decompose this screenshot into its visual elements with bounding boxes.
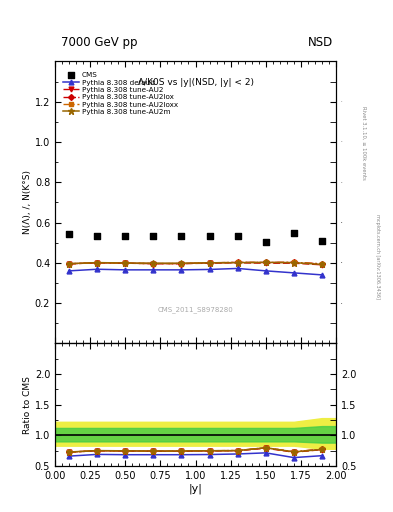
Pythia 8.308 tune-AU2 — [179, 261, 184, 267]
Line: Pythia 8.308 tune-AU2: Pythia 8.308 tune-AU2 — [67, 261, 324, 267]
Pythia 8.308 tune-AU2m — [95, 260, 99, 266]
Pythia 8.308 tune-AU2 — [95, 260, 99, 266]
Pythia 8.308 tune-AU2loxx — [179, 261, 184, 267]
Pythia 8.308 tune-AU2 — [151, 261, 156, 267]
X-axis label: |y|: |y| — [189, 483, 202, 494]
Line: Pythia 8.308 tune-AU2m: Pythia 8.308 tune-AU2m — [66, 259, 325, 268]
Pythia 8.308 tune-AU2loxx — [292, 260, 296, 266]
Pythia 8.308 tune-AU2loxx — [151, 261, 156, 267]
Pythia 8.308 tune-AU2loxx — [207, 260, 212, 266]
Line: Pythia 8.308 default: Pythia 8.308 default — [67, 266, 324, 278]
CMS — [178, 231, 185, 240]
Pythia 8.308 tune-AU2loxx — [95, 260, 99, 266]
CMS — [150, 231, 156, 240]
CMS — [235, 231, 241, 240]
Pythia 8.308 default — [263, 268, 268, 274]
Text: Rivet 3.1.10, ≥ 100k events: Rivet 3.1.10, ≥ 100k events — [361, 106, 366, 180]
Legend: CMS, Pythia 8.308 default, Pythia 8.308 tune-AU2, Pythia 8.308 tune-AU2lox, Pyth: CMS, Pythia 8.308 default, Pythia 8.308 … — [61, 71, 179, 116]
Y-axis label: N(Λ), /, N(K°S): N(Λ), /, N(K°S) — [23, 170, 32, 234]
Pythia 8.308 tune-AU2m — [263, 260, 268, 266]
Pythia 8.308 tune-AU2m — [67, 261, 72, 267]
Pythia 8.308 tune-AU2loxx — [235, 260, 240, 266]
Pythia 8.308 tune-AU2 — [292, 260, 296, 266]
CMS — [319, 237, 325, 245]
Pythia 8.308 tune-AU2m — [207, 260, 212, 266]
Pythia 8.308 default — [151, 267, 156, 273]
Pythia 8.308 tune-AU2loxx — [67, 261, 72, 267]
Pythia 8.308 default — [95, 266, 99, 272]
Text: Λ/K0S vs |y|(NSD, |y| < 2): Λ/K0S vs |y|(NSD, |y| < 2) — [138, 78, 253, 88]
Y-axis label: Ratio to CMS: Ratio to CMS — [23, 376, 32, 434]
Pythia 8.308 tune-AU2 — [207, 260, 212, 266]
Pythia 8.308 default — [235, 265, 240, 271]
Pythia 8.308 tune-AU2m — [151, 260, 156, 266]
Pythia 8.308 tune-AU2 — [67, 261, 72, 267]
Text: mcplots.cern.ch [arXiv:1306.3436]: mcplots.cern.ch [arXiv:1306.3436] — [375, 214, 380, 298]
CMS — [122, 231, 129, 240]
Pythia 8.308 tune-AU2lox — [151, 261, 156, 267]
CMS — [263, 238, 269, 246]
Pythia 8.308 tune-AU2m — [235, 260, 240, 266]
Line: Pythia 8.308 tune-AU2lox: Pythia 8.308 tune-AU2lox — [67, 260, 324, 266]
CMS — [291, 228, 297, 237]
Pythia 8.308 tune-AU2lox — [123, 260, 128, 266]
Pythia 8.308 tune-AU2 — [263, 260, 268, 266]
Pythia 8.308 default — [179, 267, 184, 273]
Pythia 8.308 tune-AU2lox — [95, 260, 99, 266]
Pythia 8.308 tune-AU2lox — [263, 260, 268, 266]
Pythia 8.308 tune-AU2lox — [320, 261, 324, 267]
Pythia 8.308 default — [292, 270, 296, 276]
Text: CMS_2011_S8978280: CMS_2011_S8978280 — [158, 306, 233, 313]
Pythia 8.308 tune-AU2lox — [292, 260, 296, 266]
Pythia 8.308 tune-AU2m — [123, 260, 128, 266]
Line: Pythia 8.308 tune-AU2loxx: Pythia 8.308 tune-AU2loxx — [67, 260, 324, 266]
CMS — [94, 231, 100, 240]
Text: NSD: NSD — [308, 36, 333, 49]
Pythia 8.308 tune-AU2loxx — [123, 260, 128, 266]
Pythia 8.308 default — [207, 266, 212, 272]
Pythia 8.308 tune-AU2m — [292, 260, 296, 266]
Pythia 8.308 default — [67, 268, 72, 274]
Text: 7000 GeV pp: 7000 GeV pp — [61, 36, 138, 49]
Pythia 8.308 tune-AU2loxx — [320, 261, 324, 267]
Pythia 8.308 tune-AU2 — [320, 262, 324, 268]
Pythia 8.308 default — [320, 272, 324, 278]
Pythia 8.308 tune-AU2lox — [207, 260, 212, 266]
Pythia 8.308 tune-AU2loxx — [263, 260, 268, 266]
Pythia 8.308 tune-AU2 — [123, 260, 128, 266]
Pythia 8.308 default — [123, 267, 128, 273]
Pythia 8.308 tune-AU2lox — [235, 260, 240, 266]
CMS — [66, 229, 72, 238]
Pythia 8.308 tune-AU2 — [235, 260, 240, 266]
Pythia 8.308 tune-AU2m — [179, 260, 184, 266]
CMS — [206, 231, 213, 240]
Pythia 8.308 tune-AU2lox — [67, 261, 72, 267]
Pythia 8.308 tune-AU2m — [320, 261, 324, 267]
Pythia 8.308 tune-AU2lox — [179, 261, 184, 267]
